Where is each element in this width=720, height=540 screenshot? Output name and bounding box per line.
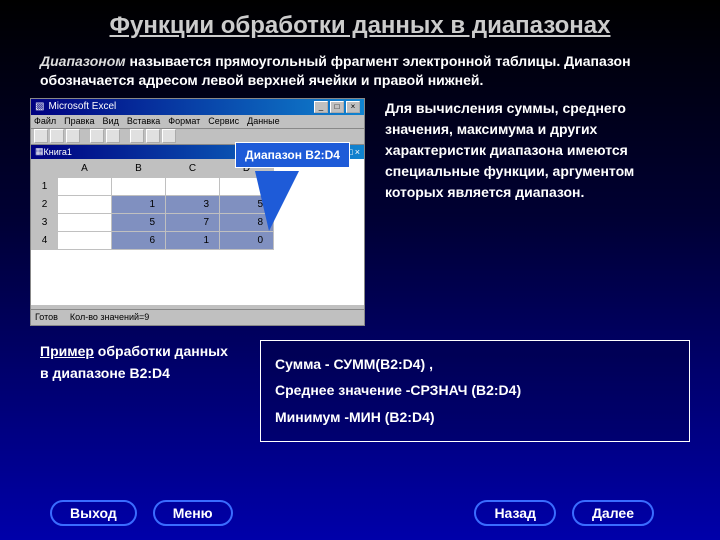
status-left: Готов (35, 312, 58, 322)
row-header: 1 (32, 177, 58, 195)
example-text: Пример обработки данных в диапазоне B2:D… (40, 340, 240, 385)
excel-screenshot: ▧ Microsoft Excel _ □ × Файл Правка Вид … (30, 98, 365, 326)
workbook-name: Книга1 (44, 147, 72, 157)
formula-line: Минимум -МИН (B2:D4) (275, 404, 675, 431)
menu-item: Формат (168, 116, 200, 126)
col-header: B (112, 159, 166, 177)
col-header: C (166, 159, 220, 177)
cell (58, 231, 112, 249)
cell (112, 177, 166, 195)
cell (58, 213, 112, 231)
menu-item: Вставка (127, 116, 160, 126)
menu-item: Правка (64, 116, 94, 126)
spreadsheet-grid: A B C D 1 2 1 (31, 159, 364, 305)
excel-app-name: Microsoft Excel (48, 101, 116, 112)
intro-text: Диапазоном называется прямоугольный фраг… (0, 46, 720, 98)
cell: 3 (166, 195, 220, 213)
cell (166, 177, 220, 195)
formula-line: Среднее значение -СРЗНАЧ (B2:D4) (275, 377, 675, 404)
col-header: A (58, 159, 112, 177)
example-underline: Пример (40, 343, 94, 359)
nav-bar: Выход Меню Назад Далее (0, 500, 720, 526)
cell: 0 (220, 231, 274, 249)
exit-button[interactable]: Выход (50, 500, 137, 526)
excel-icon: ▧ (35, 101, 44, 112)
callout-tail (255, 171, 299, 231)
menu-item: Вид (103, 116, 119, 126)
corner-cell (32, 159, 58, 177)
maximize-icon: □ (330, 101, 344, 113)
intro-rest: называется прямоугольный фрагмент электр… (40, 53, 631, 88)
close-icon: × (346, 101, 360, 113)
formula-line: Сумма - СУММ(B2:D4) , (275, 351, 675, 378)
cell: 7 (166, 213, 220, 231)
cell: 1 (112, 195, 166, 213)
menu-item: Файл (34, 116, 56, 126)
row-header: 2 (32, 195, 58, 213)
excel-statusbar: Готов Кол-во значений=9 (31, 309, 364, 325)
row-header: 4 (32, 231, 58, 249)
cell (58, 177, 112, 195)
range-callout: Диапазон B2:D4 (235, 142, 350, 168)
intro-em: Диапазоном (40, 53, 126, 69)
page-title: Функции обработки данных в диапазонах (0, 0, 720, 46)
menu-button[interactable]: Меню (153, 500, 233, 526)
cell (58, 195, 112, 213)
row-header: 3 (32, 213, 58, 231)
close-icon: × (355, 147, 360, 157)
menu-item: Данные (247, 116, 280, 126)
cell: 5 (112, 213, 166, 231)
minimize-icon: _ (314, 101, 328, 113)
back-button[interactable]: Назад (474, 500, 556, 526)
side-explanation: Для вычисления суммы, среднего значения,… (385, 98, 690, 203)
cell: 1 (166, 231, 220, 249)
formulas-box: Сумма - СУММ(B2:D4) , Среднее значение -… (260, 340, 690, 442)
cell: 6 (112, 231, 166, 249)
status-right: Кол-во значений=9 (70, 312, 149, 322)
next-button[interactable]: Далее (572, 500, 654, 526)
menu-item: Сервис (208, 116, 239, 126)
excel-titlebar: ▧ Microsoft Excel _ □ × (31, 99, 364, 115)
excel-menubar: Файл Правка Вид Вставка Формат Сервис Да… (31, 115, 364, 129)
